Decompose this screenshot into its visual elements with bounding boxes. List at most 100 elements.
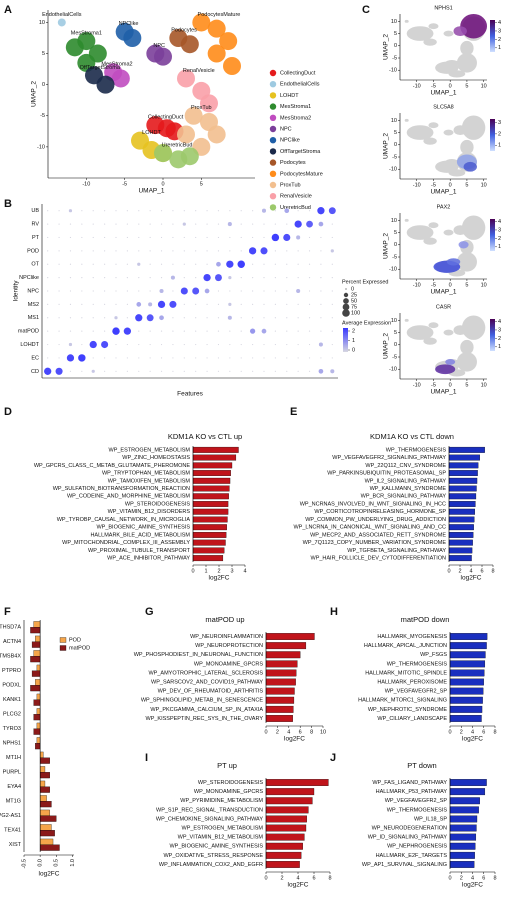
x-tick-label: 0 (448, 729, 451, 735)
dot (81, 343, 83, 346)
y-tick-label: WP_GPCRS_CLASS_C_METAB_GLUTAMATE_PHEROMO… (34, 463, 191, 469)
x-tick-label: 2 (458, 568, 461, 574)
dot (297, 263, 299, 265)
dot (320, 357, 322, 359)
y-tick-label: MT1G (6, 799, 21, 805)
dot (126, 290, 128, 292)
y-tick-label: 0 (394, 142, 397, 148)
dot (47, 210, 49, 212)
bar (265, 815, 307, 823)
cluster-point (200, 94, 218, 113)
color-legend-title: Average Expression (342, 320, 391, 326)
dot (286, 343, 288, 346)
y-tick-label: TEX41 (4, 828, 21, 834)
dot (183, 317, 185, 319)
bar (449, 678, 484, 686)
dot (296, 235, 301, 240)
umap-cells (445, 59, 459, 66)
color-tick-label: 3 (498, 227, 501, 233)
dot (318, 368, 324, 374)
dot (149, 250, 151, 252)
y-tick-label: -5 (40, 113, 45, 119)
dot (81, 223, 83, 225)
y-tick-label: WP_HAIR_FOLLICLE_DEV_CYTODIFFERENTIATION (311, 556, 447, 562)
bar (265, 833, 305, 841)
dot (297, 303, 299, 305)
color-tick-label: 1 (352, 338, 355, 344)
dot (183, 236, 185, 239)
dot (92, 263, 94, 265)
x-tick-label: -10 (413, 282, 421, 288)
dot (149, 210, 151, 212)
bar (192, 516, 228, 523)
bar (449, 687, 484, 695)
dot (47, 250, 49, 252)
y-tick-label: PTPRO (2, 668, 22, 674)
x-tick-label: -5 (431, 83, 436, 89)
bar (448, 516, 475, 523)
x-tick-label: -10 (82, 181, 90, 187)
dot (229, 250, 231, 252)
dot (47, 357, 49, 359)
dot (138, 223, 140, 225)
color-bar (490, 319, 495, 351)
x-tick-label: 4 (471, 875, 474, 881)
dot (320, 277, 322, 279)
dot (216, 261, 221, 267)
dot (227, 315, 232, 320)
dot (229, 236, 231, 239)
legend-label: ProxTub (280, 182, 301, 188)
cluster-point (96, 75, 115, 94)
bar (36, 737, 41, 744)
feature-title: NPHS1 (434, 5, 452, 11)
bar (39, 838, 54, 845)
dot (183, 250, 185, 252)
dot (263, 290, 265, 292)
dot (69, 330, 72, 332)
color-tick-label: 1 (498, 344, 501, 350)
bar (265, 705, 294, 713)
dot (252, 263, 254, 265)
x-tick-label: 10 (481, 282, 487, 288)
expression-region (458, 241, 469, 249)
color-tick-label: 1 (498, 244, 501, 250)
x-tick-label: 0 (449, 83, 452, 89)
dot (169, 300, 177, 308)
bar (192, 470, 231, 477)
bar (192, 493, 229, 500)
umap-cells (445, 158, 459, 165)
y-tick-label: WP_NEUROINFLAMMATION (190, 634, 263, 640)
y-axis-label: UMAP_2 (383, 34, 390, 60)
dot (183, 303, 185, 305)
y-tick-label: WP_VEGFAVEGFR2_SP (385, 798, 448, 804)
dot (159, 315, 164, 321)
dot (69, 277, 72, 279)
bar (265, 669, 297, 677)
y-tick-label: WP_PYRIMIDINE_METABOLISM (180, 798, 263, 804)
x-tick-label: 2 (217, 568, 220, 574)
dot (331, 263, 333, 265)
x-tick-label: -5 (431, 182, 436, 188)
dot (138, 343, 140, 346)
dot (195, 303, 197, 305)
dot (149, 357, 151, 359)
dot (146, 314, 154, 322)
color-tick-label: 2 (498, 131, 501, 137)
dot (126, 317, 128, 319)
dot (58, 357, 60, 359)
bar (448, 524, 474, 531)
legend-label: NPClike (280, 138, 300, 144)
legend-swatch (269, 181, 277, 189)
dot (160, 330, 163, 332)
legend-swatch (269, 92, 277, 99)
dot (206, 317, 208, 319)
bar (35, 743, 41, 750)
y-tick-label: KANK1 (3, 697, 21, 703)
y-tick-label: -5 (392, 354, 397, 360)
feature-title: CASR (436, 304, 451, 310)
dot (320, 330, 322, 332)
bar (448, 508, 476, 515)
dot (297, 357, 299, 359)
dot (263, 317, 265, 319)
